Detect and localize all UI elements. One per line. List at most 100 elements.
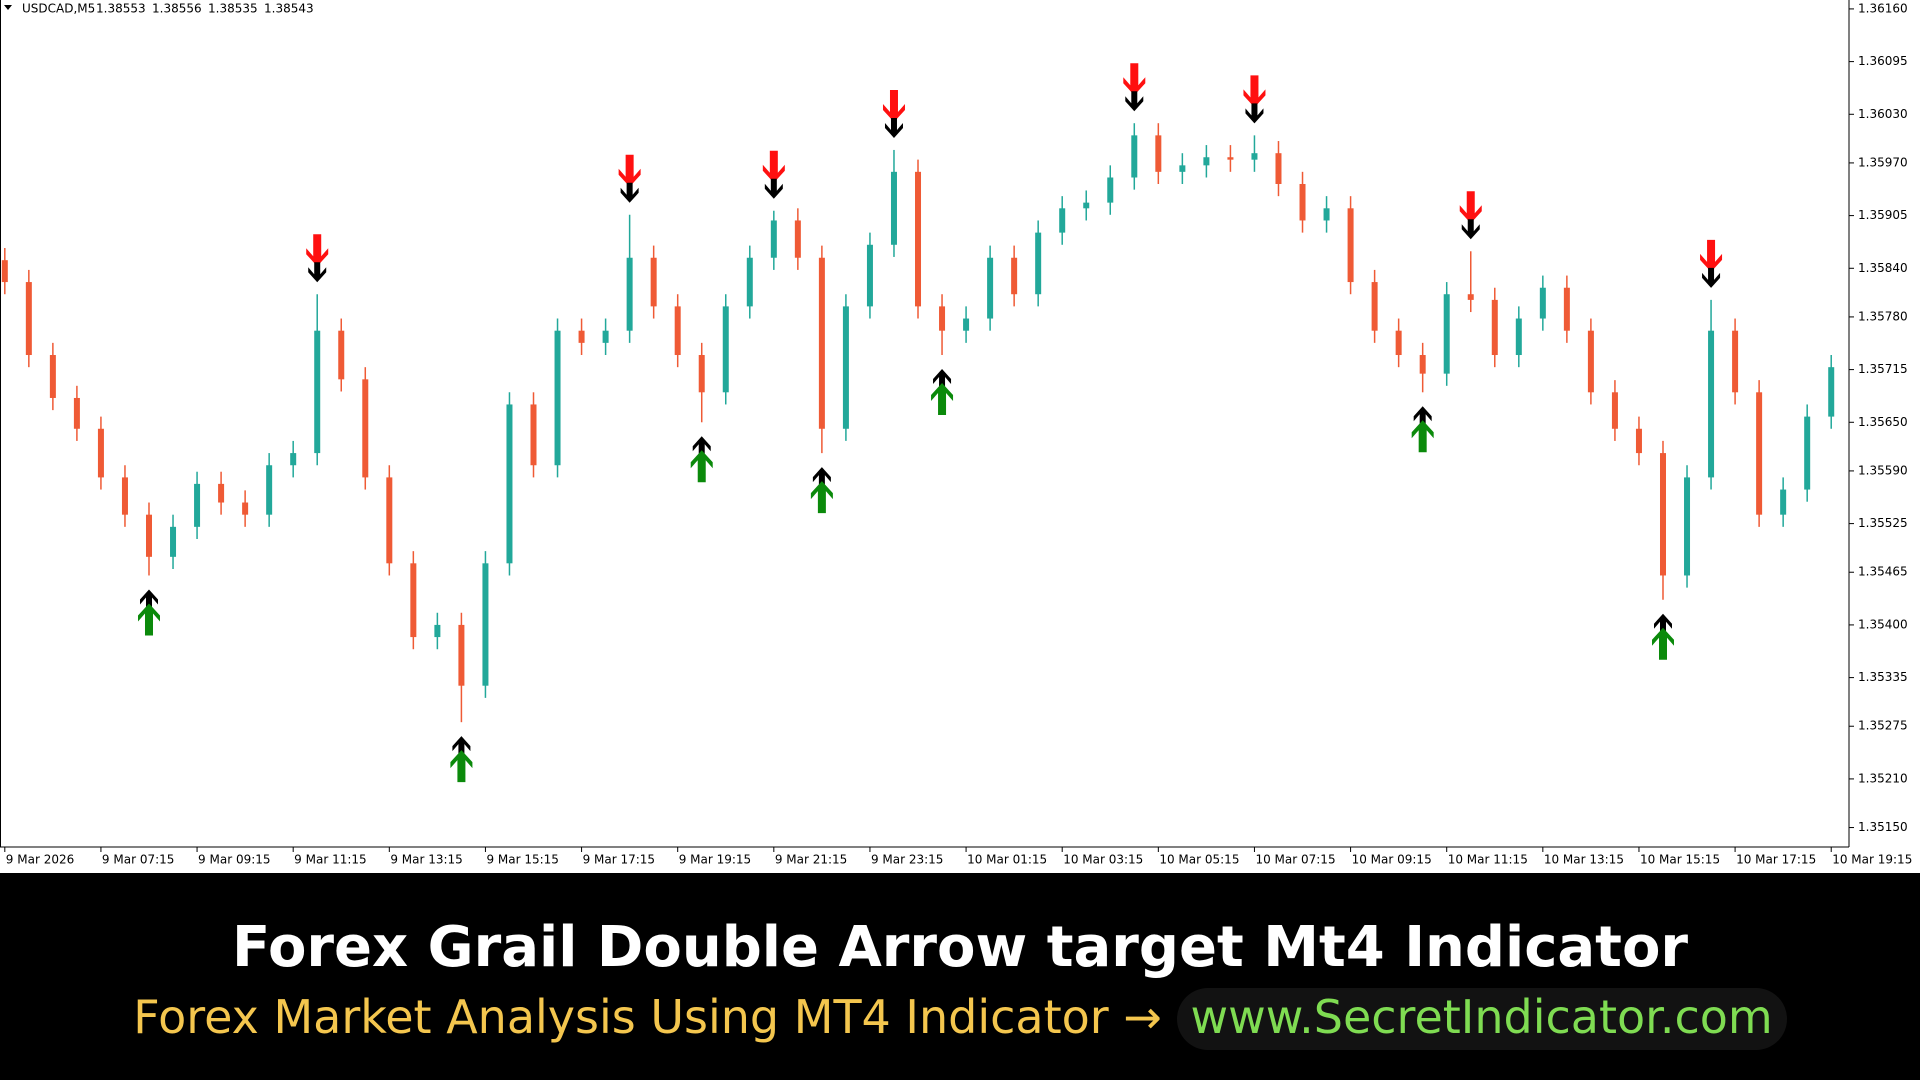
x-tick-label: 10 Mar 07:15 (1255, 853, 1335, 867)
x-tick-label: 10 Mar 13:15 (1544, 853, 1624, 867)
candle-body (482, 563, 489, 686)
candle-body (1587, 330, 1594, 393)
quote-high: 1.38556 (152, 2, 202, 16)
candle-body (674, 306, 681, 356)
candle-body (218, 483, 225, 503)
candle-body (97, 428, 104, 478)
candle-body (1611, 392, 1618, 429)
candle-body (1131, 135, 1138, 178)
x-tick-label: 10 Mar 11:15 (1448, 853, 1528, 867)
sell-arrow-target (884, 117, 903, 138)
x-tick-label: 10 Mar 09:15 (1352, 853, 1432, 867)
x-tick-label: 9 Mar 2026 (6, 853, 74, 867)
x-tick-label: 10 Mar 19:15 (1832, 853, 1912, 867)
candle-body (170, 526, 177, 557)
candle-body (242, 502, 249, 515)
buy-arrow (1411, 420, 1434, 453)
candle-body (290, 453, 297, 466)
y-tick-label: 1.35840 (1858, 261, 1908, 275)
sell-arrow-target (620, 182, 639, 203)
candle-body (1011, 257, 1018, 295)
y-tick-label: 1.36030 (1858, 107, 1908, 121)
x-tick-label: 9 Mar 23:15 (871, 853, 944, 867)
candle-body (890, 171, 897, 245)
candle-body (650, 257, 657, 307)
x-tick-label: 10 Mar 01:15 (967, 853, 1047, 867)
candle-body (1371, 282, 1378, 331)
x-tick-label: 9 Mar 11:15 (294, 853, 367, 867)
menu-triangle (4, 5, 12, 10)
x-tick-label: 9 Mar 19:15 (679, 853, 752, 867)
candle-body (434, 624, 441, 638)
sell-arrow-target (1702, 267, 1721, 288)
candle-body (1635, 428, 1642, 454)
candle-body (1203, 157, 1210, 166)
x-tick-label: 9 Mar 09:15 (198, 853, 271, 867)
y-tick-label: 1.35525 (1858, 516, 1908, 530)
buy-arrow (450, 750, 473, 783)
buy-arrow (137, 603, 160, 636)
buy-arrow-target (452, 736, 471, 757)
x-tick-label: 10 Mar 05:15 (1159, 853, 1239, 867)
candle-body (1467, 294, 1474, 300)
y-tick-label: 1.36095 (1858, 54, 1908, 68)
y-tick-label: 1.35210 (1858, 771, 1908, 785)
candle-body (578, 330, 585, 343)
candle-body (866, 244, 873, 307)
y-tick-label: 1.35465 (1858, 565, 1908, 579)
candle-body (1083, 202, 1090, 209)
y-tick-label: 1.35590 (1858, 463, 1908, 477)
candle-body (386, 477, 393, 564)
candle-body (1155, 135, 1162, 172)
x-tick-label: 9 Mar 13:15 (390, 853, 463, 867)
subtitle-text: Forex Market Analysis Using MT4 Indicato… (133, 990, 1162, 1044)
candle-body (1563, 287, 1570, 331)
quote-open: 1.38553 (96, 2, 146, 16)
sell-arrow (306, 234, 329, 267)
x-tick-label: 9 Mar 21:15 (775, 853, 848, 867)
y-tick-label: 1.35150 (1858, 820, 1908, 834)
sell-arrow (1459, 191, 1482, 224)
candle-body (1804, 416, 1811, 490)
candle-body (1227, 157, 1234, 160)
candle-body (842, 306, 849, 429)
candle-body (1684, 477, 1691, 576)
candle-body (1059, 208, 1066, 233)
candle-body (362, 379, 369, 478)
buy-arrow (931, 383, 954, 416)
candle-body (602, 330, 609, 343)
candle-body (314, 330, 321, 454)
y-tick-label: 1.35400 (1858, 617, 1908, 631)
sell-arrow-target (764, 178, 783, 199)
candle-body (746, 257, 753, 307)
buy-arrow-target (1653, 613, 1672, 634)
y-tick-label: 1.35715 (1858, 362, 1908, 376)
banner-title: Forex Grail Double Arrow target Mt4 Indi… (231, 915, 1689, 980)
candle-body (939, 306, 946, 331)
candle-body (987, 257, 994, 319)
sell-arrow-target (1245, 103, 1264, 124)
candle-body (1828, 367, 1835, 417)
sell-arrow (1123, 63, 1146, 96)
y-tick-label: 1.36160 (1858, 1, 1908, 15)
y-tick-label: 1.35335 (1858, 670, 1908, 684)
candle-body (530, 404, 537, 466)
candle-body (1659, 453, 1666, 576)
candle-body (121, 477, 128, 515)
candle-body (49, 355, 56, 398)
buy-arrow-target (692, 436, 711, 457)
candle-body (338, 330, 345, 380)
candle-body (915, 171, 922, 307)
candle-body (1251, 153, 1258, 160)
candle-body (1275, 153, 1282, 184)
site-link[interactable]: www.SecretIndicator.com (1176, 988, 1787, 1050)
candle-body (1179, 165, 1186, 172)
candle-body (194, 483, 201, 527)
sell-arrow (618, 154, 641, 187)
buy-arrow-target (933, 369, 952, 390)
candle-body (506, 404, 513, 564)
candle-body (1732, 330, 1739, 393)
candle-body (1035, 232, 1042, 295)
candle-body (722, 306, 729, 393)
candle-body (1419, 355, 1426, 374)
